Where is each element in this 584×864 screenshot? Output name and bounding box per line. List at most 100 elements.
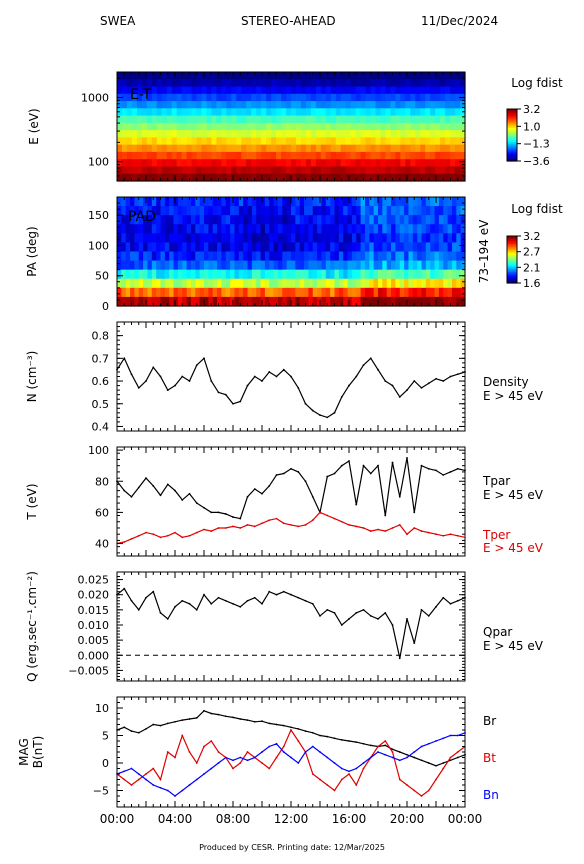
spectrogram-cell [282,242,288,253]
data-point-tpar [435,469,437,472]
colorbar-cell [507,243,517,246]
spectrogram-cell [169,233,175,244]
data-point-bn [464,731,466,734]
spectrogram-cell [325,159,332,168]
spectrogram-cell [204,278,209,289]
spectrogram-cell [364,287,370,298]
spectrogram-cell [365,159,372,168]
data-point-tpar [406,457,408,459]
spectrogram-cell [312,197,318,207]
spectrogram-cell [395,122,401,131]
spectrogram-cell [276,122,282,131]
y-tick-label: −5 [93,785,109,798]
spectrogram-cell [130,278,135,289]
spectrogram-cell [261,86,267,95]
spectrogram-cell [151,79,158,88]
spectrogram-cell [440,108,446,117]
spectrogram-cell [121,151,128,160]
spectrogram-cell [360,260,366,271]
spectrogram-cell [410,159,416,168]
spectrogram-cell [295,159,302,168]
spectrogram-cell [335,159,342,168]
spectrogram-cell [351,296,357,307]
data-point-qpar [290,593,292,596]
data-point-bt [268,767,271,770]
spectrogram-cell [238,206,244,216]
data-point-bn [442,737,445,740]
spectrogram-cell [241,144,247,153]
data-point-density [297,386,300,389]
spectrogram-cell [405,72,411,80]
data-point-bn [253,756,256,759]
spectrogram-cell [176,166,183,175]
spectrogram-cell [134,206,140,216]
spectrogram-cell [325,260,331,271]
spectrogram-cell [291,242,296,253]
spectrogram-cell [269,296,275,307]
spectrogram-cell [230,224,236,234]
data-point-bt [340,778,343,781]
spectrogram-cell [176,86,183,95]
spectrogram-cell [195,296,201,307]
spectrogram-cell [256,115,262,124]
spectrogram-cell [256,122,262,131]
spectrogram-cell [195,278,201,289]
spectrogram-cell [375,151,382,160]
spectrogram-cell [231,93,237,102]
spectrogram-cell [355,93,362,102]
spectrogram-cell [310,79,317,88]
spectrogram-cell [236,173,242,182]
spectrogram-cell [117,197,122,207]
spectrogram-cell [321,269,327,280]
spectrogram-cell [425,86,431,95]
data-point-tper [137,534,140,537]
spectrogram-cell [131,173,138,182]
spectrogram-cell [385,101,392,109]
spectrogram-cell [226,122,232,131]
colorbar-cell [507,126,517,129]
spectrogram-cell [451,287,457,298]
spectrogram-cell [456,215,462,225]
spectrogram-cell [221,108,227,117]
spectrogram-cell [334,224,340,234]
spectrogram-cell [410,93,416,102]
colorbar-cell [507,148,517,152]
spectrogram-cell [281,151,287,160]
spectrogram-cell [340,108,347,117]
data-point-qpar [246,599,249,602]
spectrogram-cell [156,79,163,88]
spectrogram-cell [282,206,288,216]
spectrogram-cell [130,269,135,280]
spectrogram-cell [455,72,461,80]
spectrogram-cell [360,151,367,160]
data-point-tper [442,534,445,537]
spectrogram-cell [373,287,379,298]
spectrogram-cell [273,224,279,234]
spectrogram-cell [160,224,166,234]
spectrogram-cell [226,79,232,88]
colorbar-cell [507,154,517,157]
spectrogram-cell [369,251,375,262]
spectrogram-cell [151,242,157,253]
spectrogram-cell [131,86,138,95]
spectrogram-cell [350,108,357,117]
spectrogram-cell [456,242,462,253]
spectrogram-cell [412,278,418,289]
spectrogram-cell [405,151,411,160]
spectrogram-cell [447,197,453,207]
colorbar-cell [507,155,517,159]
spectrogram-cell [325,197,331,207]
spectrogram-cell [320,137,327,146]
spectrogram-cell [340,159,347,168]
data-point-tper [355,525,358,528]
colorbar-cell [507,270,517,273]
spectrogram-cell [330,233,336,244]
spectrogram-cell [382,251,388,262]
colorbar-frame [506,108,518,162]
spectrogram-cell [264,287,270,298]
spectrogram-cell [216,130,222,138]
colorbar-cell [507,145,517,148]
spectrogram-cell [266,72,272,80]
spectrogram-cell [360,173,367,182]
spectrogram-cell [321,260,327,271]
